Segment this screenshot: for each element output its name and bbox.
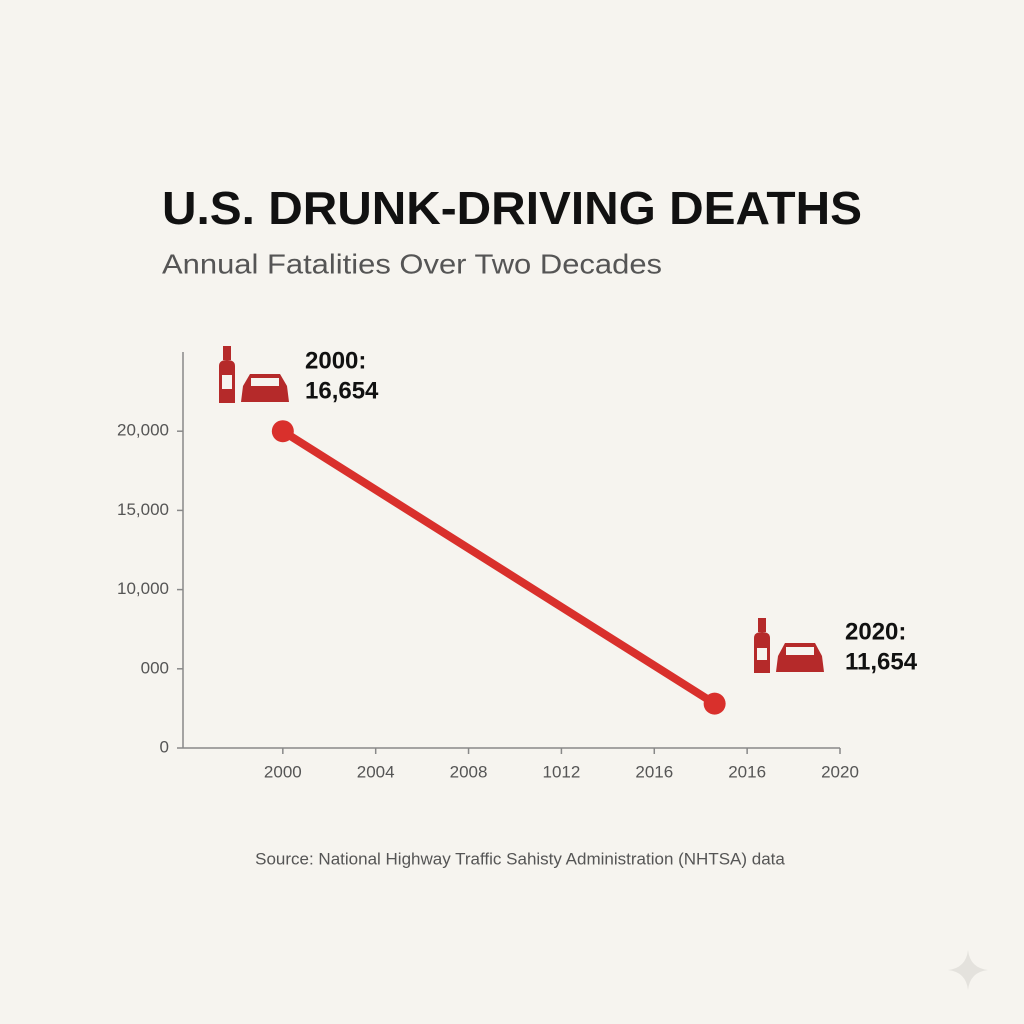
x-tick-label: 2020 <box>821 762 859 781</box>
y-tick-label: 10,000 <box>117 579 169 598</box>
annotation: 16,654 <box>305 377 379 404</box>
annotation: 2020: <box>845 618 906 645</box>
annotation: 11,654 <box>845 648 918 675</box>
x-tick-label: 2016 <box>635 762 673 781</box>
x-tick-label: 2008 <box>450 762 488 781</box>
x-tick-label: 2004 <box>357 762 395 781</box>
sparkle <box>948 950 988 990</box>
y-tick-label: 000 <box>141 658 169 677</box>
chart-subtitle: Annual Fatalities Over Two Decades <box>162 248 662 279</box>
source-note: Source: National Highway Traffic Sahisty… <box>255 849 785 868</box>
icon-bottle-car <box>219 346 289 403</box>
x-tick-label: 2000 <box>264 762 302 781</box>
icon-bottle-car <box>754 618 824 673</box>
x-tick-label: 1012 <box>542 762 580 781</box>
y-tick-label: 20,000 <box>117 421 169 440</box>
y-tick-label: 0 <box>160 737 169 756</box>
x-tick-label: 2016 <box>728 762 766 781</box>
y-tick-label: 15,000 <box>117 500 169 519</box>
data-point <box>271 420 294 443</box>
data-line <box>278 427 719 708</box>
chart-title: U.S. DRUNK-DRIVING DEATHS <box>162 182 862 234</box>
data-point <box>703 692 726 715</box>
annotation: 2000: <box>305 347 366 374</box>
